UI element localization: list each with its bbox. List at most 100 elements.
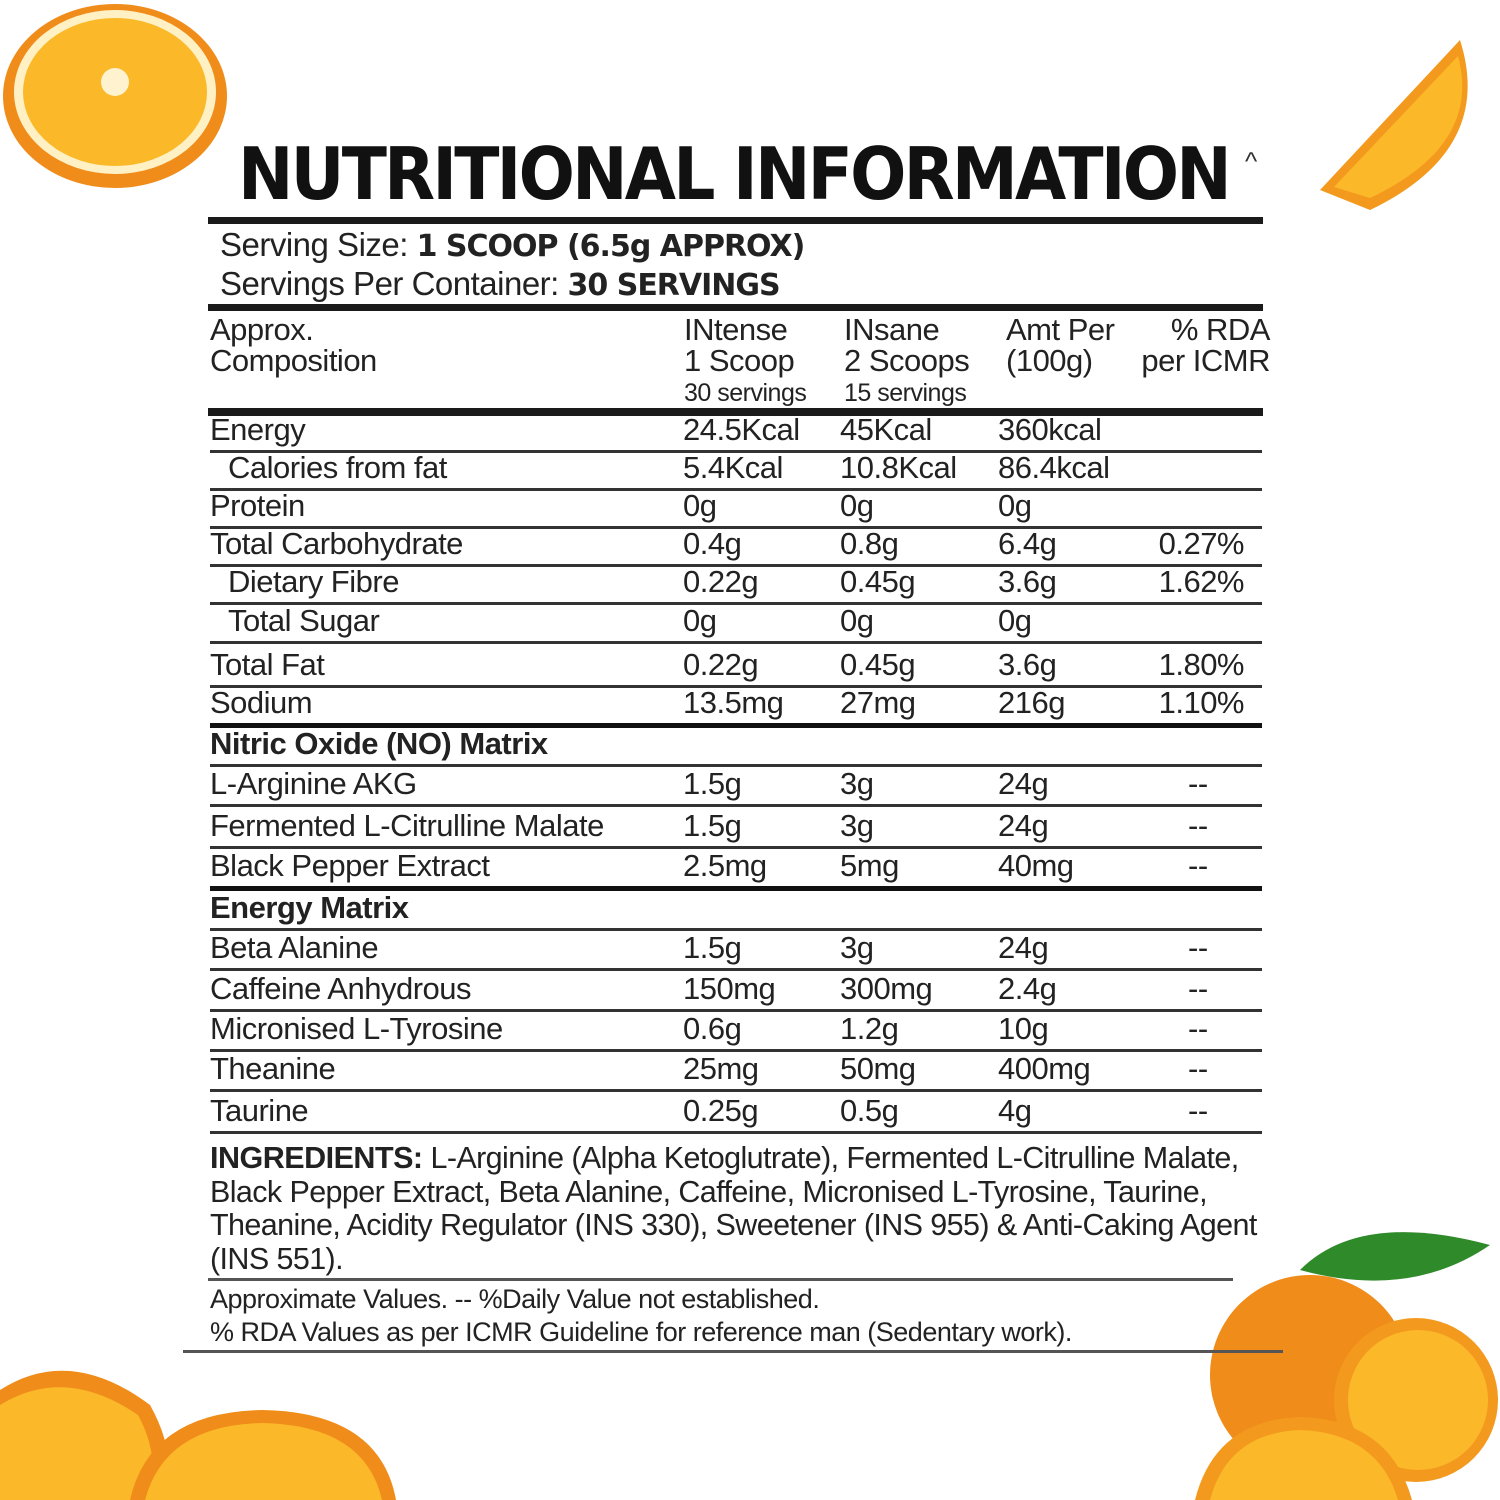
table-row: Caffeine Anhydrous 150mg 300mg 2.4g -- (210, 971, 1262, 1012)
orange-halves-bottom-left-image (0, 1370, 396, 1500)
intense-value: 24.5Kcal (683, 412, 800, 447)
rda-value: 1.62% (1158, 564, 1245, 599)
rda-value: -- (1188, 808, 1208, 843)
per-100g-value: 10g (998, 1011, 1049, 1046)
per-100g-value: 86.4kcal (998, 450, 1110, 485)
page-title: NUTRITIONAL INFORMATION (238, 132, 1232, 216)
per-100g-value: 40mg (998, 848, 1074, 883)
intense-value: 5.4Kcal (683, 450, 783, 485)
nutrient-name: Micronised L-Tyrosine (210, 1011, 503, 1046)
per-100g-value: 6.4g (998, 526, 1057, 561)
intense-value: 1.5g (683, 766, 742, 801)
servings-per-container-label: Servings Per Container: (220, 265, 568, 302)
header-insane: INsane (844, 312, 940, 347)
insane-value: 0.45g (840, 647, 916, 682)
rda-value: -- (1188, 848, 1208, 883)
insane-value: 0.5g (840, 1093, 899, 1128)
header-composition: Approx. (210, 312, 314, 347)
header-amt-per-100g: (100g) (1006, 343, 1093, 378)
insane-value: 0.8g (840, 526, 899, 561)
per-100g-value: 360kcal (998, 412, 1102, 447)
divider (208, 304, 1263, 311)
nutrient-name: Total Fat (210, 647, 325, 682)
table-row: Beta Alanine 1.5g 3g 24g -- (210, 930, 1262, 971)
per-100g-value: 4g (998, 1093, 1032, 1128)
servings-per-container-value: 30 SERVINGS (567, 268, 781, 303)
insane-value: 3g (840, 930, 874, 965)
divider (208, 1278, 1233, 1281)
table-row: Black Pepper Extract 2.5mg 5mg 40mg -- (210, 848, 1262, 891)
nutrient-name: Dietary Fibre (228, 564, 399, 599)
table-row: Total Fat 0.22g 0.45g 3.6g 1.80% (210, 644, 1262, 688)
intense-value: 0g (683, 603, 717, 638)
table-row: Total Sugar 0g 0g 0g (210, 603, 1262, 644)
nutrient-name: L-Arginine AKG (210, 766, 417, 801)
table-row: Sodium 13.5mg 27mg 216g 1.10% (210, 685, 1262, 728)
intense-value: 1.5g (683, 930, 742, 965)
nutrient-name: Calories from fat (228, 450, 447, 485)
orange-fruit-bottom-right-image (1195, 1232, 1498, 1500)
per-100g-value: 24g (998, 808, 1049, 843)
nutrient-name: Energy (210, 412, 306, 447)
serving-size-value: 1 SCOOP (6.5g APPROX) (416, 229, 806, 264)
rda-value: -- (1188, 1051, 1208, 1086)
table-row: Protein 0g 0g 0g (210, 488, 1262, 529)
rda-value: 1.10% (1158, 685, 1245, 720)
rda-value: 1.80% (1158, 647, 1245, 682)
header-rda: % RDA (1170, 312, 1271, 347)
per-100g-value: 2.4g (998, 971, 1057, 1006)
insane-value: 0g (840, 488, 874, 523)
header-composition: Composition (210, 343, 377, 378)
insane-value: 50mg (840, 1051, 916, 1086)
rda-value: -- (1188, 971, 1208, 1006)
header-intense-servings: 30 servings (684, 379, 807, 407)
insane-value: 27mg (840, 685, 916, 720)
ingredients-label: INGREDIENTS: (210, 1141, 423, 1175)
intense-value: 0g (683, 488, 717, 523)
nutrient-name: Taurine (210, 1093, 309, 1128)
intense-value: 0.22g (683, 647, 759, 682)
rda-value: -- (1188, 930, 1208, 965)
orange-slice-top-left-image (3, 4, 227, 188)
nutrient-name: Theanine (210, 1051, 336, 1086)
per-100g-value: 0g (998, 488, 1032, 523)
intense-value: 25mg (683, 1051, 759, 1086)
ingredients-text: INGREDIENTS: L-Arginine (Alpha Ketoglutr… (210, 1141, 1280, 1276)
section-header-row: Energy Matrix (210, 890, 1262, 931)
divider (208, 408, 1263, 416)
insane-value: 1.2g (840, 1011, 899, 1046)
header-intense: INtense (684, 312, 788, 347)
header-insane-servings: 15 servings (844, 379, 967, 407)
rda-value: -- (1188, 1011, 1208, 1046)
insane-value: 10.8Kcal (840, 450, 957, 485)
intense-value: 2.5mg (683, 848, 767, 883)
insane-value: 5mg (840, 848, 899, 883)
footnotes: Approximate Values. -- %Daily Value not … (210, 1283, 1072, 1349)
per-100g-value: 24g (998, 930, 1049, 965)
per-100g-value: 216g (998, 685, 1065, 720)
table-row: Fermented L-Citrulline Malate 1.5g 3g 24g -- (210, 807, 1262, 849)
header-amt-per-100g: Amt Per (1006, 312, 1115, 347)
serving-info: Serving Size: 1 SCOOP (6.5g APPROX) Serv… (220, 226, 806, 304)
intense-value: 0.25g (683, 1093, 759, 1128)
rda-value: -- (1188, 1093, 1208, 1128)
per-100g-value: 3.6g (998, 564, 1057, 599)
section-title: Energy Matrix (210, 890, 409, 925)
table-row: L-Arginine AKG 1.5g 3g 24g -- (210, 766, 1262, 807)
insane-value: 0g (840, 603, 874, 638)
nutrient-name: Total Carbohydrate (210, 526, 463, 561)
serving-size-label: Serving Size: (220, 226, 417, 263)
nutrient-name: Black Pepper Extract (210, 848, 490, 883)
footnote: % RDA Values as per ICMR Guideline for r… (210, 1317, 1072, 1347)
insane-value: 3g (840, 808, 874, 843)
header-intense: 1 Scoop (684, 343, 795, 378)
per-100g-value: 3.6g (998, 647, 1057, 682)
table-row: Taurine 0.25g 0.5g 4g -- (210, 1092, 1262, 1134)
orange-wedge-top-right-image (1320, 40, 1468, 210)
nutrient-name: Fermented L-Citrulline Malate (210, 808, 604, 843)
table-row: Total Carbohydrate 0.4g 0.8g 6.4g 0.27% (210, 526, 1262, 567)
per-100g-value: 0g (998, 603, 1032, 638)
insane-value: 45Kcal (840, 412, 932, 447)
table-header: Approx. Composition INtense 1 Scoop 30 serv… (210, 312, 1271, 409)
nutrient-name: Beta Alanine (210, 930, 379, 965)
